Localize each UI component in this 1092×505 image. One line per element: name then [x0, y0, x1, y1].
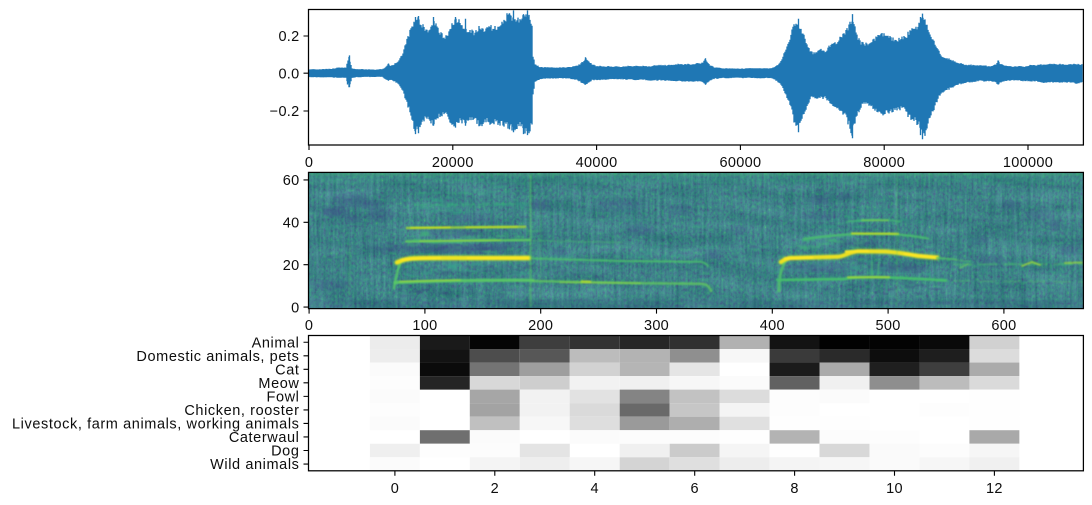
- svg-text:12: 12: [986, 481, 1003, 497]
- svg-text:100000: 100000: [1003, 155, 1053, 171]
- svg-text:8: 8: [790, 481, 798, 497]
- svg-text:20000: 20000: [432, 155, 474, 171]
- svg-text:0.2: 0.2: [278, 29, 299, 45]
- svg-text:−0.2: −0.2: [270, 104, 300, 120]
- svg-text:80000: 80000: [863, 155, 905, 171]
- svg-text:Domestic animals, pets: Domestic animals, pets: [136, 349, 299, 365]
- svg-text:0: 0: [391, 481, 399, 497]
- svg-text:400: 400: [760, 318, 785, 334]
- svg-text:Fowl: Fowl: [266, 390, 299, 406]
- svg-text:20: 20: [283, 258, 300, 274]
- svg-text:Dog: Dog: [271, 444, 299, 460]
- svg-text:100: 100: [412, 318, 437, 334]
- svg-text:Livestock, farm animals, worki: Livestock, farm animals, working animals: [12, 417, 300, 433]
- svg-text:10: 10: [886, 481, 903, 497]
- svg-text:6: 6: [691, 481, 699, 497]
- svg-text:Animal: Animal: [252, 336, 300, 352]
- svg-text:0.0: 0.0: [278, 66, 299, 82]
- svg-text:Wild animals: Wild animals: [210, 457, 299, 473]
- svg-text:40: 40: [283, 216, 300, 232]
- svg-text:Chicken, rooster: Chicken, rooster: [184, 403, 299, 419]
- svg-text:40000: 40000: [576, 155, 618, 171]
- svg-text:2: 2: [491, 481, 499, 497]
- svg-text:0: 0: [305, 155, 313, 171]
- svg-text:500: 500: [876, 318, 901, 334]
- svg-text:0: 0: [291, 300, 299, 316]
- svg-text:4: 4: [591, 481, 599, 497]
- svg-text:Caterwaul: Caterwaul: [229, 430, 300, 446]
- svg-text:Cat: Cat: [275, 363, 299, 379]
- svg-text:200: 200: [528, 318, 553, 334]
- svg-text:60: 60: [283, 173, 300, 189]
- svg-text:600: 600: [991, 318, 1016, 334]
- svg-text:Meow: Meow: [258, 376, 299, 392]
- svg-text:60000: 60000: [719, 155, 761, 171]
- svg-text:300: 300: [644, 318, 669, 334]
- svg-text:0: 0: [305, 318, 313, 334]
